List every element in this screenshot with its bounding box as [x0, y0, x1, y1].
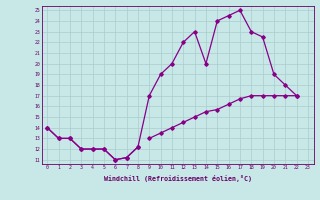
X-axis label: Windchill (Refroidissement éolien,°C): Windchill (Refroidissement éolien,°C) [104, 175, 252, 182]
